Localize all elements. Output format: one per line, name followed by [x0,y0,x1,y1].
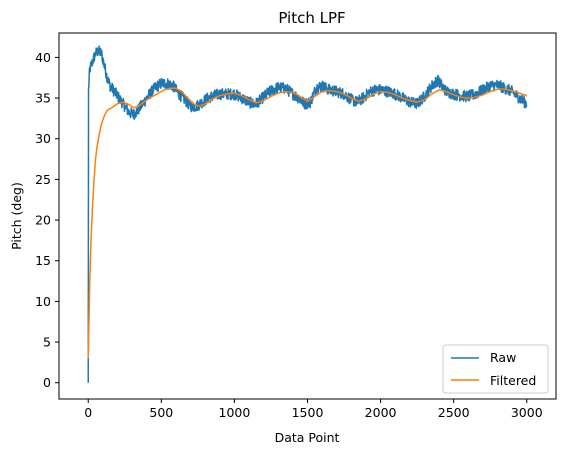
y-tick-label: 15 [35,253,51,268]
x-tick-label: 1000 [219,405,251,420]
y-tick-label: 30 [35,131,51,146]
y-tick-label: 35 [35,91,51,106]
x-tick-label: 0 [84,405,92,420]
x-tick-label: 500 [149,405,173,420]
y-tick-label: 5 [43,335,51,350]
series-layer [87,45,528,383]
x-tick-label: 2500 [438,405,470,420]
series-line-filtered [87,87,527,359]
y-tick-label: 0 [43,375,51,390]
y-axis-label: Pitch (deg) [9,182,24,250]
legend: Raw Filtered [442,344,549,394]
legend-label-filtered: Filtered [490,373,536,388]
x-axis-ticks: 0 500 1000 1500 2000 2500 3000 [84,399,543,420]
y-tick-label: 10 [35,294,51,309]
y-tick-label: 25 [35,172,51,187]
y-tick-label: 20 [35,213,51,228]
x-tick-label: 1500 [292,405,324,420]
series-line-raw [87,45,528,383]
y-tick-label: 40 [35,50,51,65]
x-tick-label: 3000 [511,405,543,420]
y-axis-ticks: 0 5 10 15 20 25 30 35 40 [35,50,59,390]
legend-label-raw: Raw [490,350,516,365]
x-tick-label: 2000 [365,405,397,420]
chart-title: Pitch LPF [278,9,345,27]
legend-box [442,344,549,394]
x-axis-label: Data Point [275,430,340,445]
